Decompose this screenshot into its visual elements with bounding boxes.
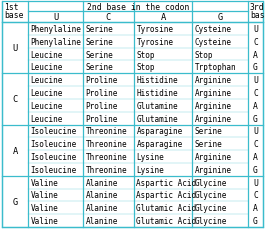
Text: Valine: Valine: [30, 191, 58, 200]
Text: A: A: [253, 101, 258, 110]
Text: Isoleucine: Isoleucine: [30, 165, 77, 174]
Text: Glutamic Acid: Glutamic Acid: [136, 216, 197, 225]
Text: Proline: Proline: [86, 89, 118, 98]
Text: U: U: [253, 25, 258, 34]
Text: U: U: [253, 127, 258, 136]
Text: Glutamine: Glutamine: [136, 114, 178, 123]
Text: Histidine: Histidine: [136, 76, 178, 85]
Text: Tyrosine: Tyrosine: [136, 25, 174, 34]
Text: C: C: [253, 140, 258, 149]
Text: Proline: Proline: [86, 76, 118, 85]
Text: U: U: [253, 76, 258, 85]
Text: Proline: Proline: [86, 114, 118, 123]
Text: Leucine: Leucine: [30, 89, 63, 98]
Text: C: C: [253, 38, 258, 46]
Text: Histidine: Histidine: [136, 89, 178, 98]
Text: U: U: [12, 44, 18, 53]
Text: 3rd: 3rd: [250, 3, 265, 11]
Text: Arginine: Arginine: [195, 101, 232, 110]
Text: Arginine: Arginine: [195, 76, 232, 85]
Text: Alanine: Alanine: [86, 203, 118, 212]
Text: Lysine: Lysine: [136, 152, 164, 161]
Text: G: G: [12, 197, 18, 206]
Text: G: G: [253, 63, 258, 72]
Text: base: base: [4, 11, 24, 19]
Text: Glutamic Acid: Glutamic Acid: [136, 203, 197, 212]
Text: Asparagine: Asparagine: [136, 140, 183, 149]
Text: base: base: [250, 11, 265, 19]
Text: G: G: [217, 13, 223, 22]
Text: Leucine: Leucine: [30, 114, 63, 123]
Text: 2nd base in the codon: 2nd base in the codon: [87, 3, 189, 11]
Text: Valine: Valine: [30, 178, 58, 187]
Text: Serine: Serine: [195, 140, 222, 149]
Text: Leucine: Leucine: [30, 101, 63, 110]
Text: G: G: [253, 216, 258, 225]
Text: Phenylaline: Phenylaline: [30, 25, 81, 34]
Text: Stop: Stop: [136, 50, 155, 59]
Text: Tyrosine: Tyrosine: [136, 38, 174, 46]
Text: Stop: Stop: [195, 50, 213, 59]
Text: Threonine: Threonine: [86, 152, 127, 161]
Text: Serine: Serine: [86, 50, 113, 59]
Text: Lysine: Lysine: [136, 165, 164, 174]
Text: A: A: [12, 146, 18, 155]
Text: Threonine: Threonine: [86, 165, 127, 174]
Text: C: C: [106, 13, 111, 22]
Text: Glycine: Glycine: [195, 203, 227, 212]
Text: Alanine: Alanine: [86, 191, 118, 200]
Text: A: A: [160, 13, 166, 22]
FancyBboxPatch shape: [2, 2, 263, 227]
Text: Serine: Serine: [86, 38, 113, 46]
Text: Aspartic Acid: Aspartic Acid: [136, 178, 197, 187]
Text: Isoleucine: Isoleucine: [30, 152, 77, 161]
Text: Proline: Proline: [86, 101, 118, 110]
Text: U: U: [53, 13, 58, 22]
Text: Glycine: Glycine: [195, 216, 227, 225]
Text: Valine: Valine: [30, 216, 58, 225]
Text: Arginine: Arginine: [195, 89, 232, 98]
Text: G: G: [253, 165, 258, 174]
Text: Serine: Serine: [86, 63, 113, 72]
Text: Glycine: Glycine: [195, 178, 227, 187]
Text: 1st: 1st: [4, 3, 19, 11]
Text: A: A: [253, 50, 258, 59]
Text: Asparagine: Asparagine: [136, 127, 183, 136]
Text: C: C: [253, 191, 258, 200]
Text: Arginine: Arginine: [195, 152, 232, 161]
Text: Aspartic Acid: Aspartic Acid: [136, 191, 197, 200]
Text: C: C: [253, 89, 258, 98]
Text: Threonine: Threonine: [86, 127, 127, 136]
Text: Serine: Serine: [86, 25, 113, 34]
Text: Isoleucine: Isoleucine: [30, 127, 77, 136]
Text: Alanine: Alanine: [86, 178, 118, 187]
Text: U: U: [253, 178, 258, 187]
Text: Trptophan: Trptophan: [195, 63, 236, 72]
Text: Arginine: Arginine: [195, 114, 232, 123]
Text: Leucine: Leucine: [30, 50, 63, 59]
Text: Phenylaline: Phenylaline: [30, 38, 81, 46]
Text: Arginine: Arginine: [195, 165, 232, 174]
Text: A: A: [253, 152, 258, 161]
Text: Glutamine: Glutamine: [136, 101, 178, 110]
Text: A: A: [253, 203, 258, 212]
Text: C: C: [12, 95, 18, 104]
Text: Threonine: Threonine: [86, 140, 127, 149]
Text: Cysteine: Cysteine: [195, 25, 232, 34]
Text: Stop: Stop: [136, 63, 155, 72]
Text: Leucine: Leucine: [30, 76, 63, 85]
Text: Leucine: Leucine: [30, 63, 63, 72]
Text: Serine: Serine: [195, 127, 222, 136]
Text: Glycine: Glycine: [195, 191, 227, 200]
Text: Valine: Valine: [30, 203, 58, 212]
Text: Isoleucine: Isoleucine: [30, 140, 77, 149]
Text: Cysteine: Cysteine: [195, 38, 232, 46]
Text: Alanine: Alanine: [86, 216, 118, 225]
Text: G: G: [253, 114, 258, 123]
